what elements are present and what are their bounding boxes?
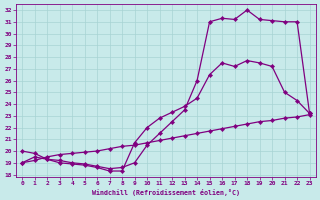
X-axis label: Windchill (Refroidissement éolien,°C): Windchill (Refroidissement éolien,°C) — [92, 189, 240, 196]
